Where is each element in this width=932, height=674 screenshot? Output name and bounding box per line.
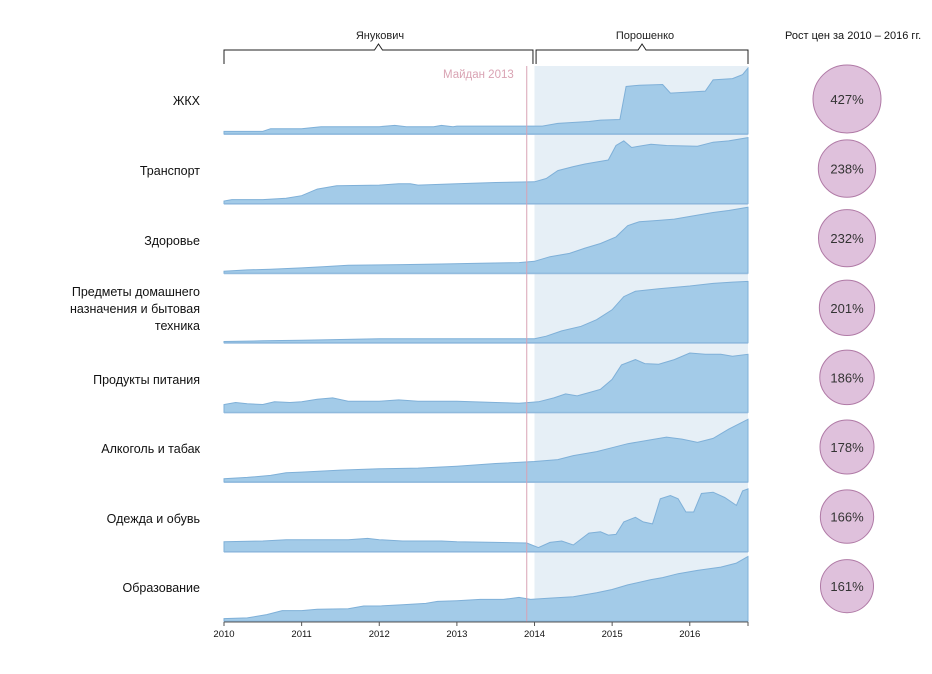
area-series-1: [223, 137, 749, 205]
growth-label-1: 238%: [830, 162, 864, 177]
event-label-maidan: Майдан 2013: [443, 69, 514, 81]
growth-bubble-7: [819, 559, 875, 614]
growth-column-title: Рост цен за 2010 – 2016 гг.: [785, 30, 922, 42]
row-label-food: Продукты питания: [93, 373, 200, 387]
bracket-poroshenko: [535, 43, 749, 64]
area-series-2: [223, 206, 749, 274]
x-tick-label-2014: 2014: [524, 629, 545, 640]
growth-label-4: 186%: [830, 370, 864, 385]
growth-label-7: 161%: [830, 579, 864, 594]
area-series-0: [223, 66, 749, 135]
x-tick-label-2015: 2015: [602, 629, 623, 640]
growth-label-0: 427%: [830, 92, 864, 107]
period-label-poroshenko: Порошенко: [615, 30, 675, 42]
x-tick-label-2012: 2012: [369, 629, 390, 640]
growth-bubble-5: [819, 419, 875, 475]
area-series-3: [223, 280, 749, 344]
area-series-6: [223, 488, 749, 553]
growth-bubble-0: [812, 64, 882, 134]
growth-bubble-4: [819, 349, 875, 406]
growth-bubble-1: [817, 139, 877, 198]
row-label-health: Здоровье: [144, 234, 200, 248]
x-tick-label-2016: 2016: [679, 629, 700, 640]
x-tick-label-2013: 2013: [446, 629, 467, 640]
growth-bubble-3: [818, 279, 876, 336]
x-tick-label-2011: 2011: [291, 629, 311, 640]
row-label-alcohol: Алкоголь и табак: [101, 442, 200, 456]
bracket-yanukovich: [223, 43, 534, 64]
growth-label-2: 232%: [830, 231, 864, 246]
growth-label-3: 201%: [830, 301, 864, 316]
row-label-zhkh: ЖКХ: [172, 94, 200, 108]
area-series-4: [223, 352, 749, 413]
growth-label-6: 166%: [830, 510, 864, 525]
row-label-clothing: Одежда и обувь: [106, 512, 200, 526]
x-tick-label-2010: 2010: [213, 629, 234, 640]
area-series-5: [223, 418, 749, 483]
area-series-7: [223, 555, 749, 622]
period-label-yanukovich: Янукович: [355, 30, 405, 42]
row-label-education: Образование: [122, 581, 200, 595]
row-label-transport: Транспорт: [139, 164, 200, 178]
growth-label-5: 178%: [830, 440, 864, 455]
growth-bubble-6: [819, 489, 875, 544]
row-label-household: Предметы домашнего назначения и бытовая …: [70, 285, 200, 333]
growth-bubble-2: [817, 209, 877, 268]
